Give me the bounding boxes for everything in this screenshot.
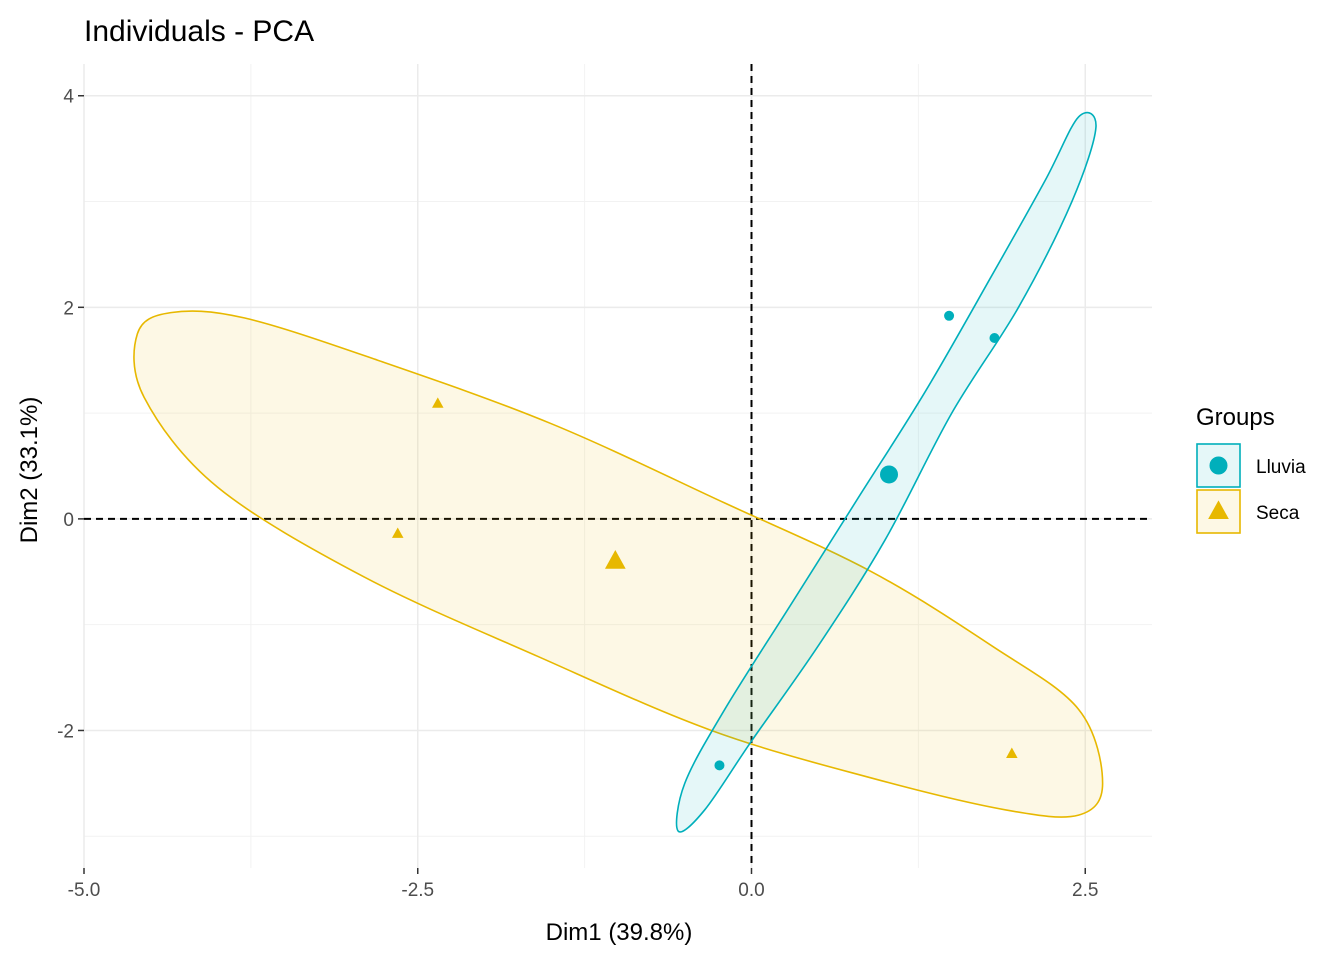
y-tick-label: 0 <box>63 510 74 531</box>
y-axis-ticks: -2 0 2 4 <box>57 87 84 742</box>
point-lluvia <box>989 332 1000 343</box>
chart-title: Individuals - PCA <box>84 15 314 48</box>
x-tick-label: -5.0 <box>68 880 101 901</box>
legend-label-seca: Seca <box>1256 503 1300 524</box>
x-tick-label: 2.5 <box>1072 880 1098 901</box>
x-tick-label: 0.0 <box>738 880 764 901</box>
x-tick-label: -2.5 <box>401 880 434 901</box>
point-seca <box>432 397 444 408</box>
point-seca <box>391 527 404 538</box>
group-ellipses <box>133 111 1104 833</box>
x-axis-label: Dim1 (39.8%) <box>546 919 693 946</box>
data-points <box>391 310 1018 771</box>
legend: Groups Lluvia Seca <box>1196 404 1306 534</box>
y-tick-label: 2 <box>63 298 74 319</box>
centroid-seca <box>604 550 626 569</box>
y-tick-label: 4 <box>63 87 74 108</box>
reference-lines <box>84 64 1152 868</box>
legend-title: Groups <box>1196 404 1275 431</box>
point-seca <box>1006 747 1018 758</box>
point-lluvia <box>944 310 955 321</box>
y-axis-label: Dim2 (33.1%) <box>16 397 43 544</box>
centroid-lluvia <box>880 465 899 484</box>
legend-marker-lluvia <box>1209 456 1228 475</box>
legend-label-lluvia: Lluvia <box>1256 457 1306 478</box>
y-tick-label: -2 <box>57 721 74 742</box>
legend-marker-seca <box>1208 500 1229 520</box>
x-axis-ticks: -5.0 -2.5 0.0 2.5 <box>68 868 1098 901</box>
point-lluvia <box>714 760 725 771</box>
